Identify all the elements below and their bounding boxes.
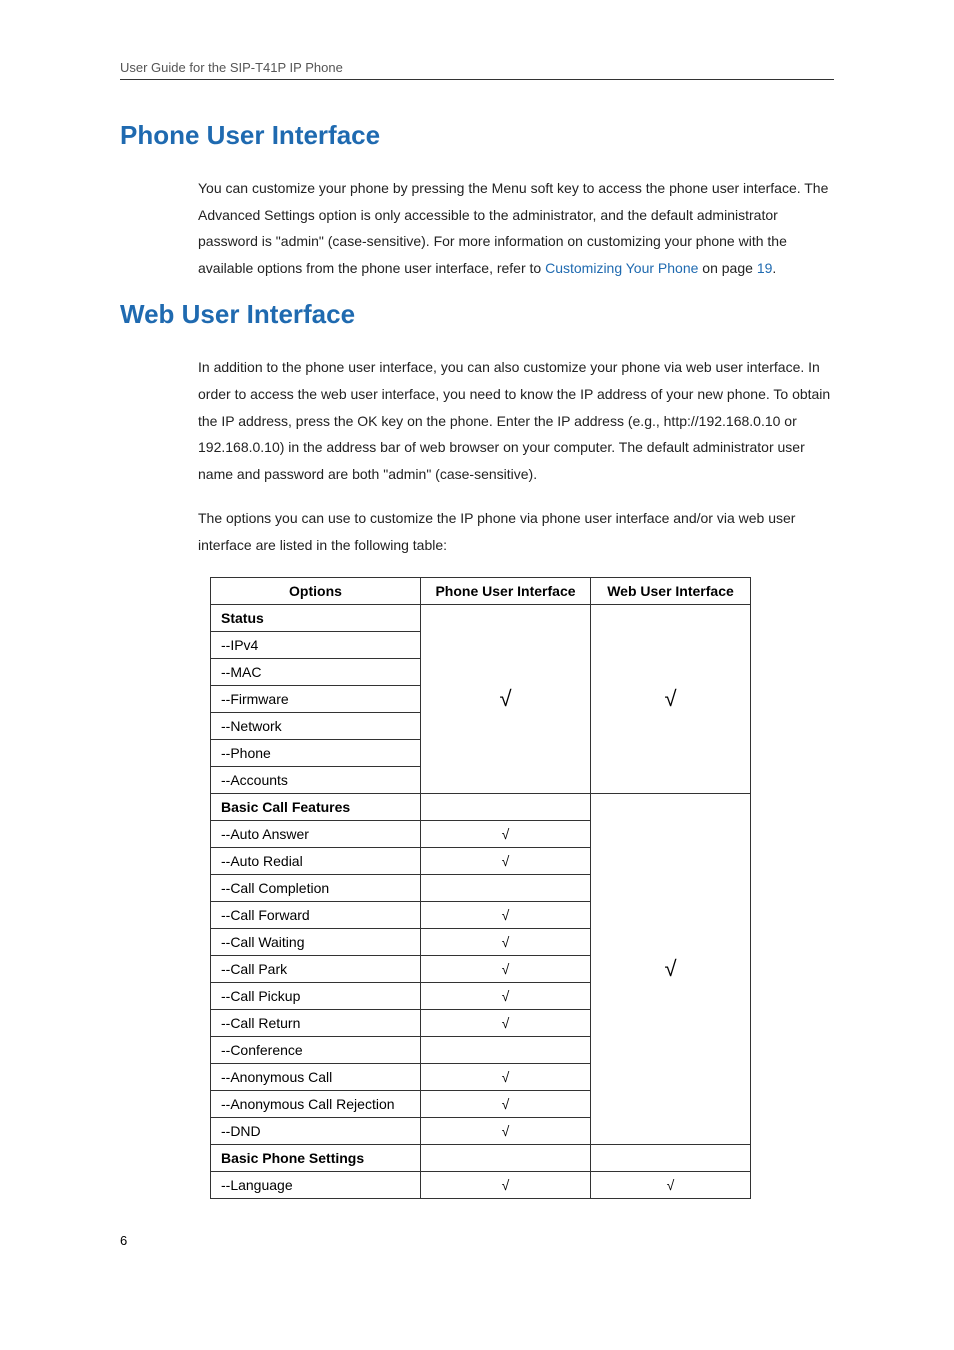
- phone-ui-text-c: .: [772, 260, 776, 276]
- customizing-link[interactable]: Customizing Your Phone: [545, 260, 698, 276]
- header-options: Options: [211, 577, 421, 604]
- table-row: Status √ √: [211, 604, 751, 631]
- row-conference: --Conference: [211, 1036, 421, 1063]
- table-header-row: Options Phone User Interface Web User In…: [211, 577, 751, 604]
- basic-phone-web-blank: [591, 1144, 751, 1171]
- row-language: --Language: [211, 1171, 421, 1198]
- chk-call-waiting: √: [421, 928, 591, 955]
- chk-call-return: √: [421, 1009, 591, 1036]
- web-ui-heading: Web User Interface: [120, 299, 834, 330]
- table-row: --Language √ √: [211, 1171, 751, 1198]
- row-call-return: --Call Return: [211, 1009, 421, 1036]
- chk-anon-reject: √: [421, 1090, 591, 1117]
- web-ui-para1: In addition to the phone user interface,…: [198, 354, 834, 487]
- status-title: Status: [221, 610, 264, 626]
- row-accounts: --Accounts: [211, 766, 421, 793]
- row-firmware: --Firmware: [211, 685, 421, 712]
- row-call-completion: --Call Completion: [211, 874, 421, 901]
- page-ref-link[interactable]: 19: [757, 260, 773, 276]
- row-call-pickup: --Call Pickup: [211, 982, 421, 1009]
- chk-language-web: √: [591, 1171, 751, 1198]
- table-row: Basic Call Features √: [211, 793, 751, 820]
- status-web-check: √: [591, 604, 751, 793]
- phone-ui-text-b: on page: [698, 260, 756, 276]
- row-auto-answer: --Auto Answer: [211, 820, 421, 847]
- options-table: Options Phone User Interface Web User In…: [210, 577, 751, 1199]
- row-network: --Network: [211, 712, 421, 739]
- row-call-forward: --Call Forward: [211, 901, 421, 928]
- web-ui-para2: The options you can use to customize the…: [198, 505, 834, 558]
- row-phone: --Phone: [211, 739, 421, 766]
- row-mac: --MAC: [211, 658, 421, 685]
- page-number: 6: [120, 1233, 834, 1248]
- row-call-waiting: --Call Waiting: [211, 928, 421, 955]
- chk-call-park: √: [421, 955, 591, 982]
- chk-call-pickup: √: [421, 982, 591, 1009]
- row-dnd: --DND: [211, 1117, 421, 1144]
- page-header: User Guide for the SIP-T41P IP Phone: [120, 60, 834, 80]
- chk-auto-answer: √: [421, 820, 591, 847]
- phone-ui-heading: Phone User Interface: [120, 120, 834, 151]
- row-anon-call: --Anonymous Call: [211, 1063, 421, 1090]
- basic-call-title: Basic Call Features: [221, 799, 350, 815]
- chk-conference: [421, 1036, 591, 1063]
- header-phone-ui: Phone User Interface: [421, 577, 591, 604]
- row-ipv4: --IPv4: [211, 631, 421, 658]
- basic-phone-title: Basic Phone Settings: [221, 1150, 364, 1166]
- status-phone-check: √: [421, 604, 591, 793]
- basic-call-phone-blank: [421, 793, 591, 820]
- basic-call-web-check: √: [591, 793, 751, 1144]
- row-anon-reject: --Anonymous Call Rejection: [211, 1090, 421, 1117]
- table-row: Basic Phone Settings: [211, 1144, 751, 1171]
- basic-phone-phone-blank: [421, 1144, 591, 1171]
- chk-language-phone: √: [421, 1171, 591, 1198]
- row-call-park: --Call Park: [211, 955, 421, 982]
- chk-call-completion: [421, 874, 591, 901]
- chk-anon-call: √: [421, 1063, 591, 1090]
- row-auto-redial: --Auto Redial: [211, 847, 421, 874]
- chk-call-forward: √: [421, 901, 591, 928]
- chk-dnd: √: [421, 1117, 591, 1144]
- chk-auto-redial: √: [421, 847, 591, 874]
- header-web-ui: Web User Interface: [591, 577, 751, 604]
- phone-ui-paragraph: You can customize your phone by pressing…: [198, 175, 834, 281]
